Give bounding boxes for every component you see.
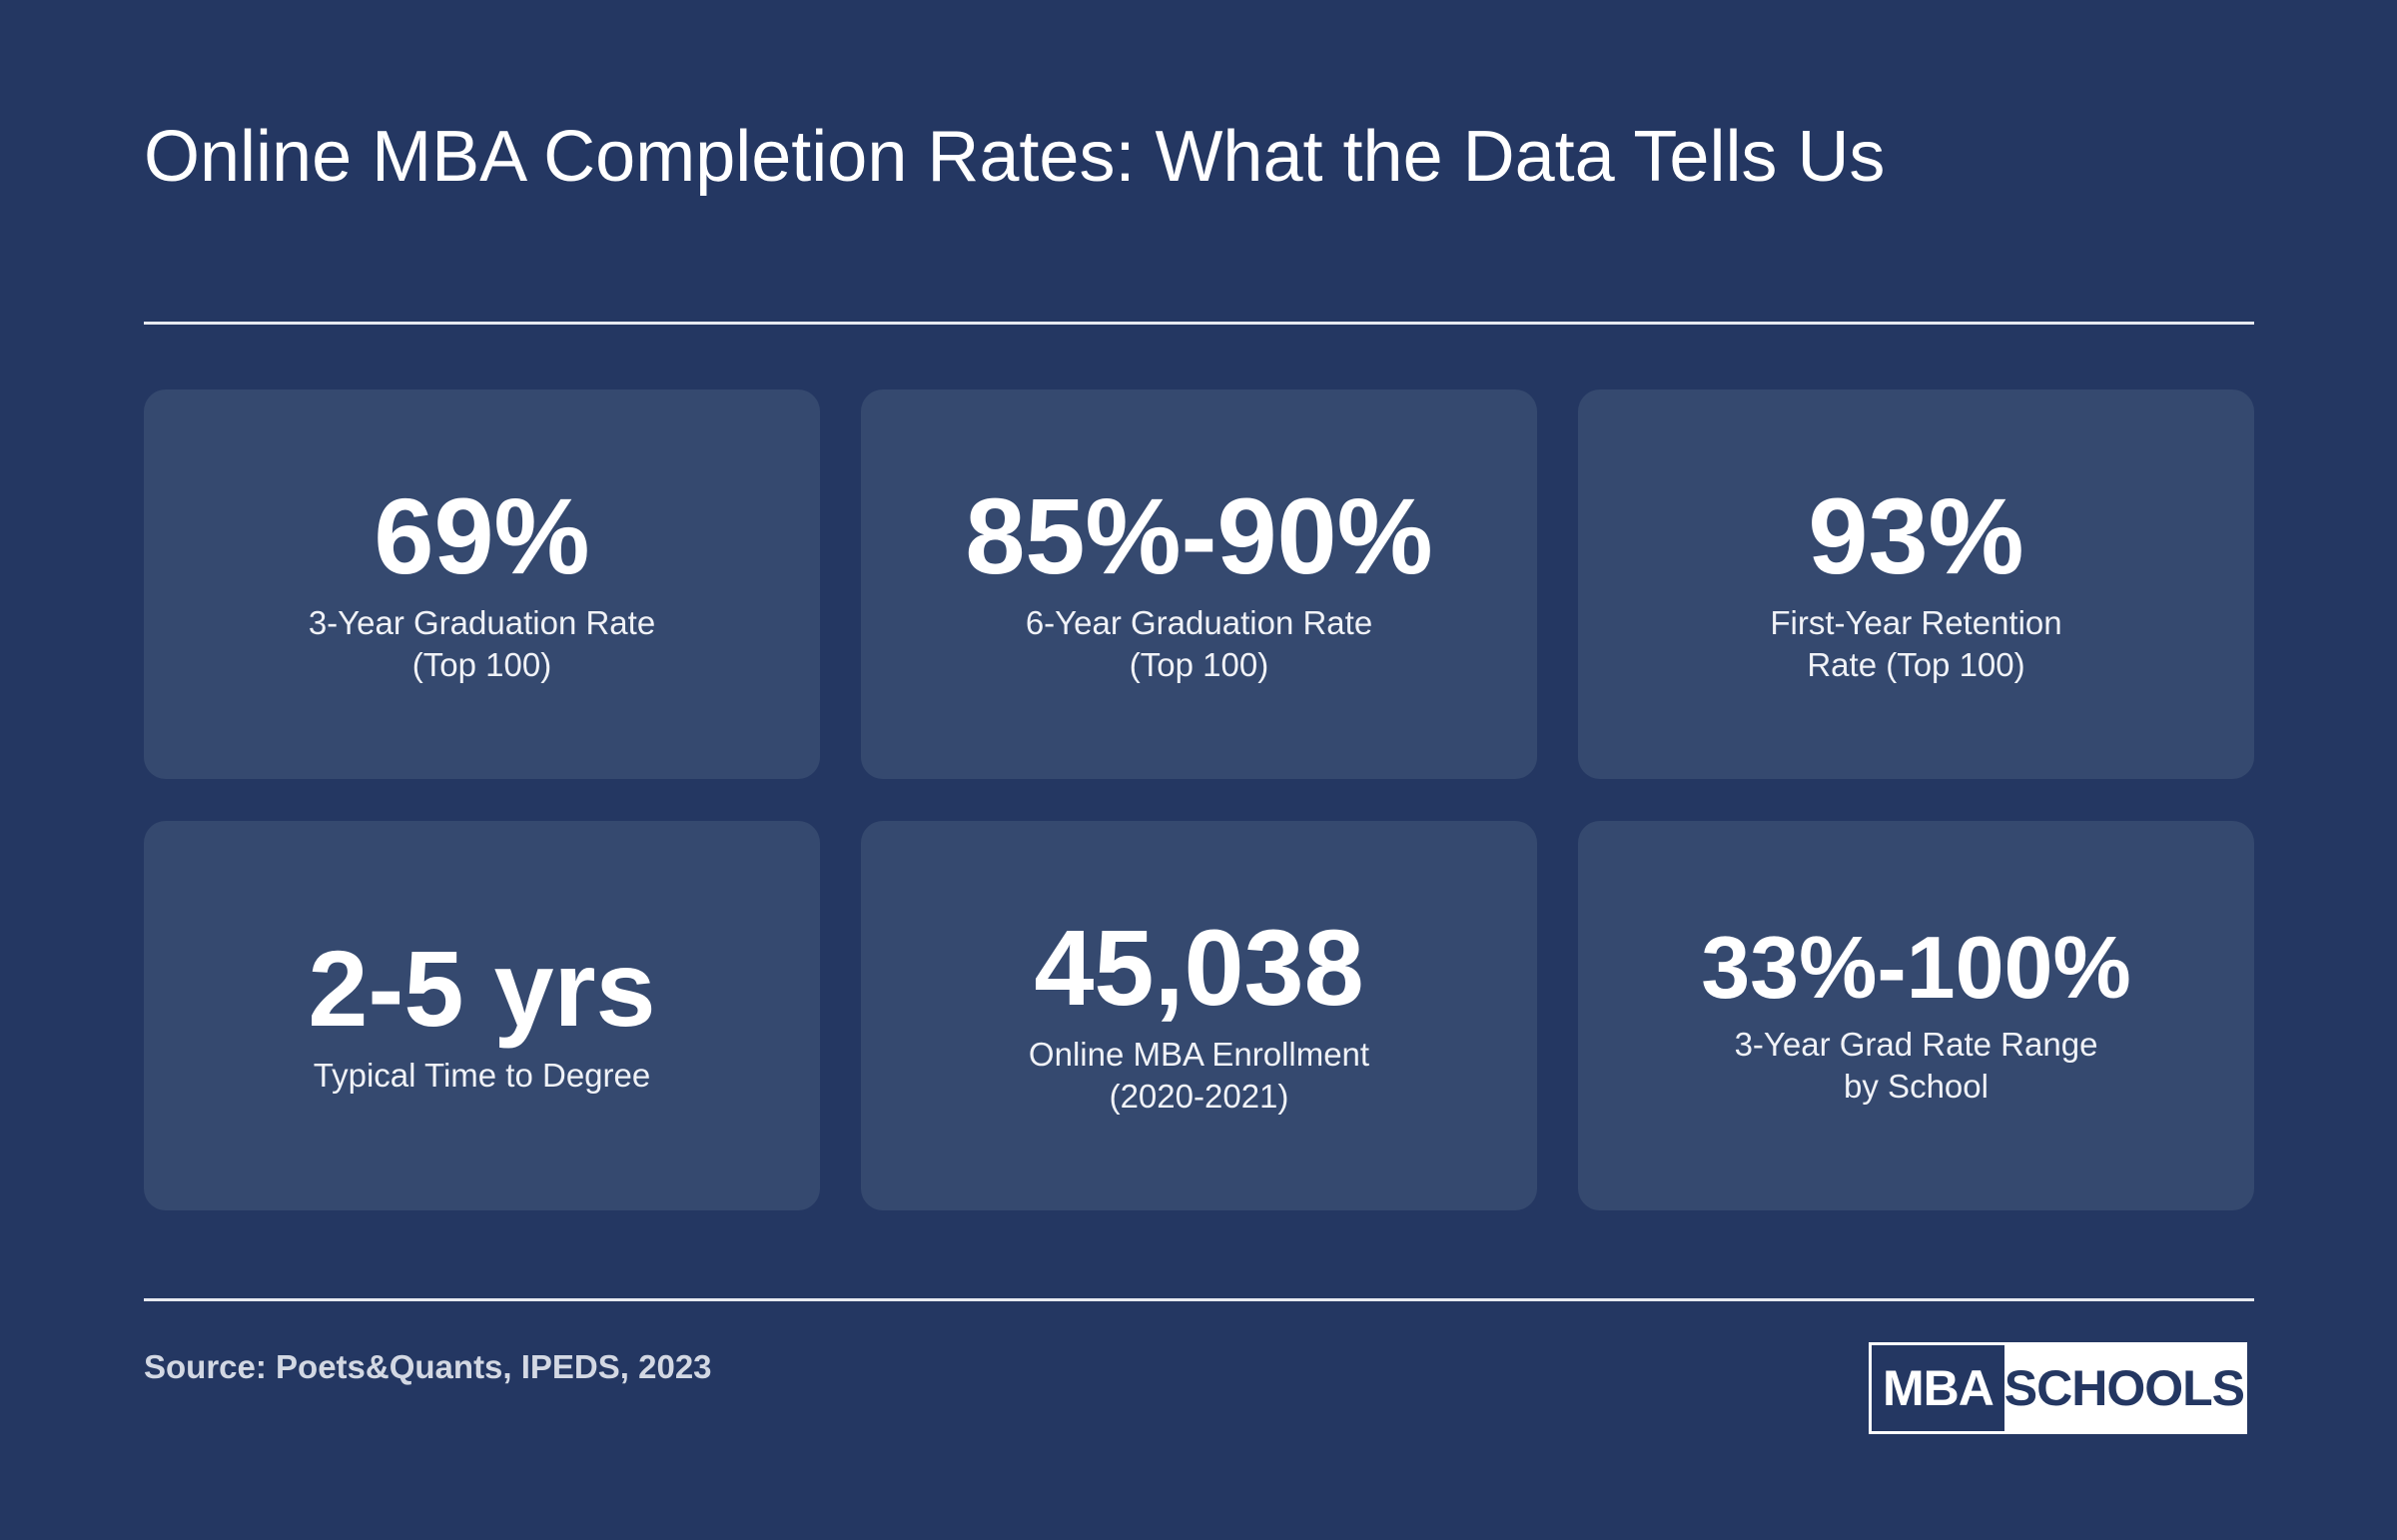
top-divider <box>144 322 2254 325</box>
page-title: Online MBA Completion Rates: What the Da… <box>144 117 1886 197</box>
stat-label: 3-Year Graduation Rate (Top 100) <box>308 604 656 683</box>
source-citation: Source: Poets&Quants, IPEDS, 2023 <box>144 1348 712 1385</box>
stat-value: 93% <box>1808 475 2024 596</box>
stat-label: Typical Time to Degree <box>313 1057 651 1094</box>
stat-value: 33%-100% <box>1701 918 2131 1017</box>
stat-card-3yr-grad-rate: 69% 3-Year Graduation Rate (Top 100) <box>144 389 820 779</box>
stat-label: 3-Year Grad Rate Range by School <box>1734 1026 2098 1105</box>
stat-label: First-Year Retention Rate (Top 100) <box>1770 604 2062 683</box>
stat-value: 69% <box>374 475 590 596</box>
mba-schools-logo: MBA SCHOOLS <box>1869 1342 2247 1434</box>
stat-value: 2-5 yrs <box>308 928 656 1049</box>
stat-card-time-to-degree: 2-5 yrs Typical Time to Degree <box>144 821 820 1210</box>
stat-label: 6-Year Graduation Rate (Top 100) <box>1025 604 1373 683</box>
stat-value: 45,038 <box>1034 907 1364 1028</box>
stat-card-6yr-grad-rate: 85%-90% 6-Year Graduation Rate (Top 100) <box>861 389 1537 779</box>
stat-card-enrollment: 45,038 Online MBA Enrollment (2020-2021) <box>861 821 1537 1210</box>
logo-schools-text: SCHOOLS <box>2003 1360 2245 1416</box>
bottom-divider <box>144 1298 2254 1301</box>
stat-value: 85%-90% <box>965 475 1433 596</box>
stat-label: Online MBA Enrollment (2020-2021) <box>1028 1036 1370 1115</box>
stat-card-grad-rate-range: 33%-100% 3-Year Grad Rate Range by Schoo… <box>1578 821 2254 1210</box>
stat-card-retention-rate: 93% First-Year Retention Rate (Top 100) <box>1578 389 2254 779</box>
logo-mba-text: MBA <box>1872 1345 2004 1431</box>
